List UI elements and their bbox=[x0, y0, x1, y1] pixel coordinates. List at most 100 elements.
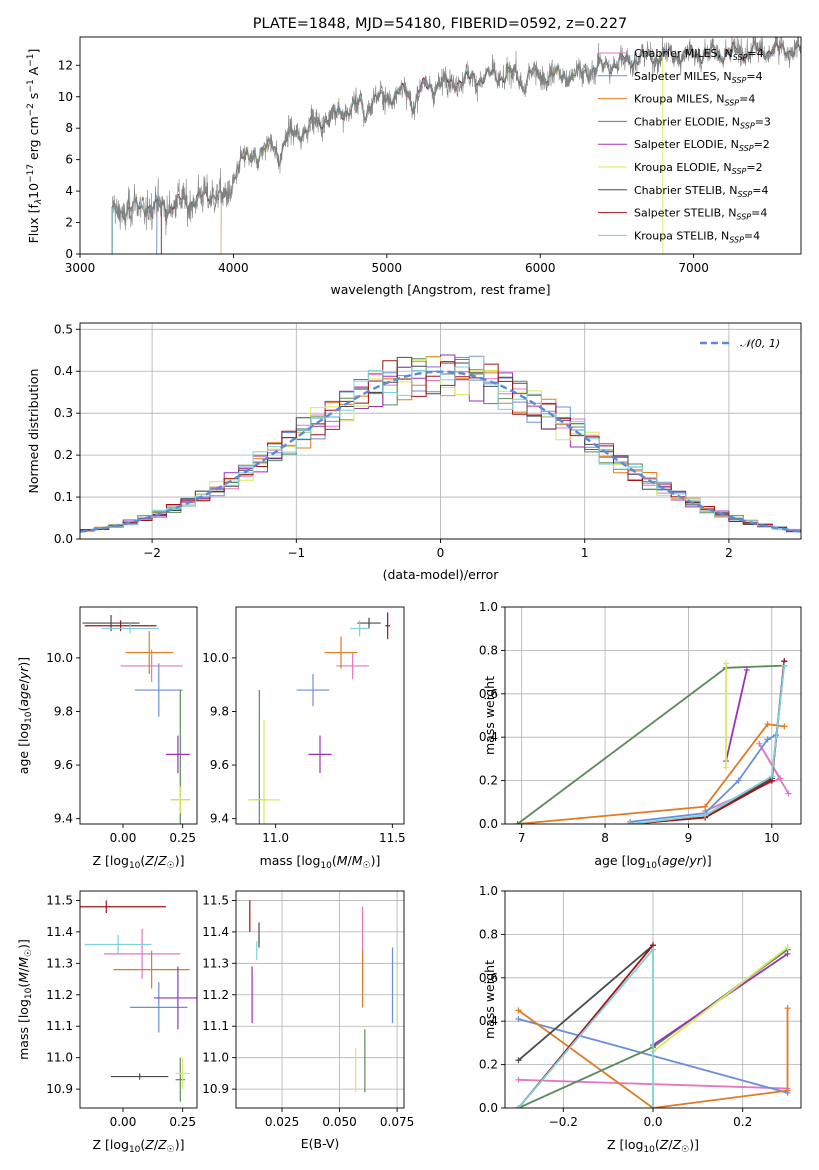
y-tick-label: 0.2 bbox=[479, 774, 498, 788]
axes-age_vs_Z: 0.00 0.25 9.4 9.6 9.8 10.0 Z [log10(Z/Z☉)] age … bbox=[16, 606, 198, 871]
x-tick-label: 0 bbox=[437, 546, 445, 560]
x-tick-label: −0.2 bbox=[549, 1115, 578, 1129]
observed-spectrum-line bbox=[111, 37, 801, 236]
y-tick-label: 10.0 bbox=[46, 651, 73, 665]
weight-marker bbox=[743, 666, 750, 673]
y-axis-label: Flux [fλ10−17 erg cm−2 s−1 A−1] bbox=[26, 49, 44, 244]
weight-line bbox=[652, 946, 789, 1053]
errorbar-point bbox=[84, 620, 157, 632]
weight-marker bbox=[764, 721, 771, 728]
x-tick-label: −1 bbox=[287, 546, 305, 560]
x-axis-label: Z [log10(Z/Z☉)] bbox=[92, 1137, 184, 1155]
y-tick-label: 0.6 bbox=[479, 687, 498, 701]
weight-marker bbox=[777, 775, 784, 782]
weight-marker bbox=[702, 812, 709, 819]
axes-residuals: −2 −1 0 1 2 0.0 0.1 0.2 0.3 0.4 0.5 𝒩(0, 1) (data-mo… bbox=[26, 322, 802, 582]
y-tick-label: 0.2 bbox=[479, 1058, 498, 1072]
axes-massweight_vs_age: 7 8 9 10 0.0 0.2 0.4 0.6 0.8 1.0 age [log10(age/yr… bbox=[479, 600, 802, 871]
y-tick-label: 6 bbox=[65, 153, 73, 167]
y-tick-label: 0.5 bbox=[54, 322, 73, 336]
x-axis-label: age [log10(age/yr)] bbox=[594, 853, 711, 871]
x-tick-label: 4000 bbox=[218, 261, 249, 275]
x-axis-label: E(B-V) bbox=[301, 1136, 340, 1151]
y-tick-label: 0 bbox=[65, 247, 73, 261]
y-axis-label: age [log10(age/yr)] bbox=[16, 657, 34, 774]
x-tick-label: 1 bbox=[581, 546, 589, 560]
y-tick-label: 11.2 bbox=[202, 988, 229, 1002]
y-tick-label: 10.9 bbox=[46, 1082, 73, 1096]
weight-marker bbox=[515, 1105, 522, 1108]
errorbar-point bbox=[125, 631, 174, 674]
y-tick-label: 11.0 bbox=[202, 1051, 229, 1065]
weight-marker bbox=[768, 773, 775, 780]
errorbar-point bbox=[80, 900, 166, 914]
plot-area-residuals bbox=[80, 354, 801, 533]
x-tick-label: 7000 bbox=[678, 261, 709, 275]
y-tick-label: 0.1 bbox=[54, 490, 73, 504]
x-tick-label: 10 bbox=[764, 831, 779, 845]
y-tick-label: 9.4 bbox=[210, 812, 229, 826]
y-tick-label: 8 bbox=[65, 121, 73, 135]
errorbar-point bbox=[84, 935, 152, 954]
weight-marker bbox=[722, 660, 729, 667]
plot-area-mass_vs_EBV bbox=[249, 900, 394, 1093]
y-tick-label: 11.3 bbox=[202, 956, 229, 970]
weight-marker bbox=[784, 944, 791, 951]
plot-area-age_vs_mass bbox=[247, 612, 390, 824]
y-tick-label: 2 bbox=[65, 216, 73, 230]
y-tick-label: 0.0 bbox=[54, 532, 73, 546]
weight-marker bbox=[784, 950, 791, 957]
y-tick-label: 11.4 bbox=[46, 925, 73, 939]
axes-frame bbox=[504, 606, 802, 825]
axes-frame bbox=[79, 36, 802, 255]
y-tick-label: 9.4 bbox=[54, 812, 73, 826]
y-tick-label: 0.0 bbox=[479, 817, 498, 831]
y-tick-label: 0.6 bbox=[479, 971, 498, 985]
y-tick-label: 0.4 bbox=[479, 730, 498, 744]
errorbar-point bbox=[175, 1057, 186, 1102]
axes-age_vs_mass: 11.0 11.5 9.4 9.6 9.8 10.0 mass [log10(M/M☉)] bbox=[202, 606, 406, 871]
y-tick-label: 11.2 bbox=[46, 988, 73, 1002]
legend-entry: Chabrier MILES, NSSP=4 bbox=[634, 47, 764, 62]
y-tick-label: 11.3 bbox=[46, 956, 73, 970]
y-tick-label: 0.3 bbox=[54, 406, 73, 420]
errorbar-point bbox=[165, 735, 190, 774]
plot-area-massweight_vs_age bbox=[514, 658, 792, 824]
legend-entry: Chabrier ELODIE, NSSP=3 bbox=[634, 115, 771, 130]
y-tick-label: 0.4 bbox=[479, 1014, 498, 1028]
y-tick-label: 10 bbox=[58, 90, 73, 104]
axes-frame bbox=[79, 890, 198, 1109]
x-tick-label: 3000 bbox=[65, 261, 96, 275]
weight-marker bbox=[702, 803, 709, 810]
x-tick-label: 5000 bbox=[372, 261, 403, 275]
y-tick-label: 11.4 bbox=[202, 925, 229, 939]
legend-entry: Salpeter ELODIE, NSSP=2 bbox=[634, 138, 770, 153]
weight-line bbox=[516, 664, 785, 824]
x-tick-label: 11.5 bbox=[379, 831, 406, 845]
x-tick-label: 0.025 bbox=[265, 1115, 299, 1129]
x-tick-label: 0.075 bbox=[380, 1115, 414, 1129]
histogram-step bbox=[80, 356, 801, 531]
axes-mass_vs_EBV: 0.025 0.050 0.075 10.9 11.0 11.1 11.2 11.3 11.4 1… bbox=[202, 890, 414, 1151]
weight-marker bbox=[627, 821, 634, 824]
errorbar-point bbox=[385, 612, 390, 640]
axes-frame bbox=[235, 890, 405, 1109]
y-tick-label: 10.9 bbox=[202, 1082, 229, 1096]
x-tick-label: 0.050 bbox=[322, 1115, 356, 1129]
x-tick-label: −2 bbox=[143, 546, 161, 560]
errorbar-point bbox=[247, 719, 281, 824]
y-tick-label: 0.8 bbox=[479, 927, 498, 941]
y-tick-label: 4 bbox=[65, 184, 73, 198]
weight-marker bbox=[515, 1016, 522, 1023]
axes-spectrum: 3000 4000 5000 6000 7000 0 2 4 6 8 10 12 Chabrier MI… bbox=[26, 36, 802, 297]
x-tick-label: 11.0 bbox=[262, 831, 289, 845]
y-axis-label: mass weight bbox=[482, 960, 497, 1039]
axes-mass_vs_Z: 0.00 0.25 10.9 11.0 11.1 11.2 11.3 11.4 11.5 Z [l… bbox=[16, 890, 198, 1155]
y-tick-label: 11.1 bbox=[46, 1019, 73, 1033]
weight-line bbox=[629, 665, 786, 824]
errorbar-point bbox=[103, 928, 181, 980]
y-tick-label: 12 bbox=[58, 58, 73, 72]
weight-marker bbox=[764, 736, 771, 743]
legend-entry: Kroupa MILES, NSSP=4 bbox=[634, 93, 755, 108]
errorbar-point bbox=[111, 1073, 169, 1080]
